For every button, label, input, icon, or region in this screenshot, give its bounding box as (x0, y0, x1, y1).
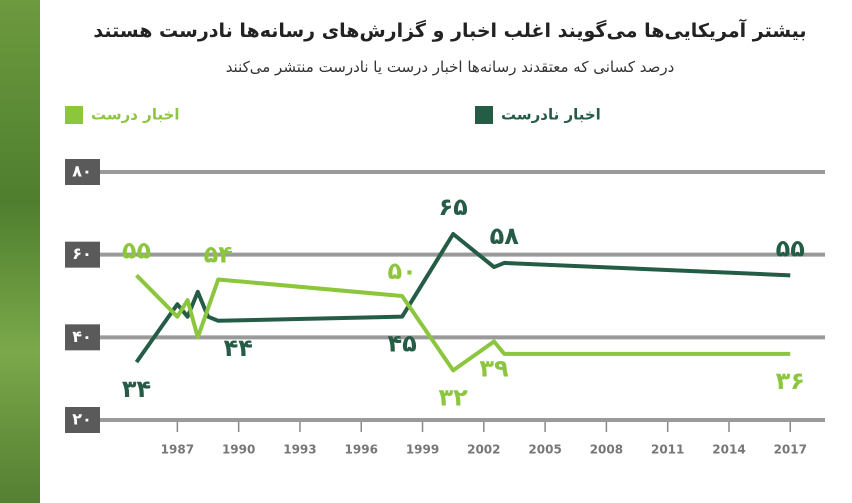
x-tick-label: 1993 (283, 443, 316, 457)
page: بیشتر آمریکایی‌ها می‌گویند اغلب اخبار و … (0, 0, 852, 503)
y-tick-label: ۶۰ (72, 244, 92, 263)
x-tick-label: 2014 (712, 443, 745, 457)
y-tick-label: ۸۰ (72, 162, 92, 181)
data-label: ۳۶ (776, 367, 805, 395)
data-label: ۳۴ (122, 375, 151, 403)
data-label: ۴۴ (224, 334, 253, 362)
legend-swatch (65, 106, 83, 124)
data-label: ۴۵ (387, 330, 416, 358)
x-tick-label: 2017 (774, 443, 807, 457)
x-tick-label: 2002 (467, 443, 500, 457)
legend-swatch (475, 106, 493, 124)
x-tick-label: 2011 (651, 443, 684, 457)
x-tick-label: 2008 (590, 443, 623, 457)
data-label: ۵۵ (122, 236, 151, 264)
data-label: ۵۵ (776, 234, 805, 262)
chart: اخبار نادرست اخبار درست ۲۰ ۴۰ ۶۰ ۸۰ 1987 1990 19… (0, 0, 852, 503)
data-label: ۶۵ (439, 193, 468, 221)
x-tick-label: 1990 (222, 443, 255, 457)
x-tick-label: 2005 (528, 443, 561, 457)
x-tick-label: 1999 (406, 443, 439, 457)
data-label: ۵۸ (490, 222, 520, 250)
data-label: ۵۴ (204, 240, 233, 268)
data-label: ۳۹ (479, 354, 509, 382)
x-tick-label: 1996 (345, 443, 378, 457)
x-tick-label: 1987 (161, 443, 194, 457)
y-tick-label: ۲۰ (72, 410, 92, 429)
y-tick-label: ۴۰ (72, 327, 92, 346)
legend-label: اخبار درست (91, 106, 180, 124)
data-label: ۳۲ (439, 383, 469, 411)
data-label: ۵۰ (387, 257, 416, 285)
legend-label: اخبار نادرست (501, 106, 601, 124)
